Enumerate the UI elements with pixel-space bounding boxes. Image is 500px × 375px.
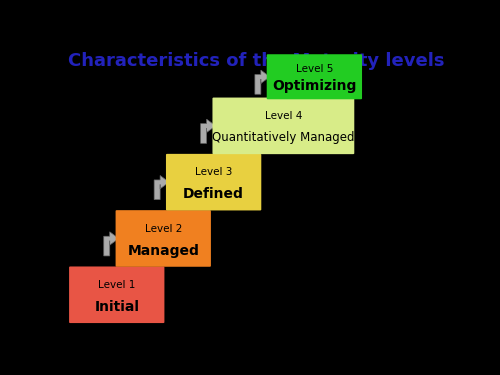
Text: Level 1: Level 1 <box>98 280 136 290</box>
FancyBboxPatch shape <box>69 267 164 323</box>
Text: Level 4: Level 4 <box>264 111 302 121</box>
Text: Quantitatively Managed: Quantitatively Managed <box>212 131 354 144</box>
Text: Optimizing: Optimizing <box>272 79 356 93</box>
Text: Initial: Initial <box>94 300 139 314</box>
Text: Level 3: Level 3 <box>195 167 232 177</box>
Text: Level 2: Level 2 <box>144 224 182 234</box>
FancyBboxPatch shape <box>166 154 262 210</box>
Text: Defined: Defined <box>183 187 244 201</box>
FancyBboxPatch shape <box>116 210 211 267</box>
Polygon shape <box>154 176 169 200</box>
Text: Characteristics of the Maturity levels: Characteristics of the Maturity levels <box>68 52 444 70</box>
Text: Managed: Managed <box>128 243 199 258</box>
Polygon shape <box>255 70 270 94</box>
Polygon shape <box>104 232 118 256</box>
Text: Level 5: Level 5 <box>296 64 333 74</box>
FancyBboxPatch shape <box>212 98 354 154</box>
Polygon shape <box>200 119 216 143</box>
FancyBboxPatch shape <box>266 54 362 99</box>
